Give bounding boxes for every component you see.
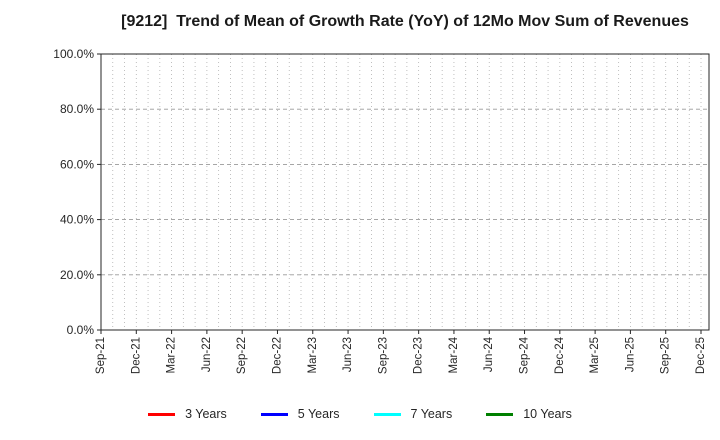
y-tick-label: 20.0% [60,268,94,282]
x-tick-label: Dec-23 [413,337,425,374]
y-tick-label: 0.0% [67,323,95,337]
x-tick-label: Dec-22 [271,337,283,374]
x-tick-label: Dec-25 [695,337,707,374]
y-tick-label: 100.0% [53,47,94,61]
x-tick-label: Mar-24 [448,336,460,373]
x-tick-label: Mar-25 [589,337,601,373]
y-tick-label: 80.0% [60,102,94,116]
legend-item: 7 Years [373,406,453,421]
legend-line-swatch [486,412,514,416]
x-tick-label: Dec-21 [130,337,142,374]
legend-label: 3 Years [185,406,227,421]
x-tick-label: Sep-25 [660,337,672,374]
legend-line-swatch [148,412,176,416]
x-tick-label: Dec-24 [554,336,566,374]
x-tick-label: Jun-22 [201,337,213,372]
legend-label: 5 Years [297,406,340,421]
y-tick-label: 40.0% [60,213,94,227]
legend-item: 10 Years [486,408,572,421]
x-tick-label: Mar-23 [307,337,319,373]
x-tick-label: Jun-23 [342,337,354,372]
legend-line-swatch [260,412,288,416]
legend-label: 10 Years [523,406,572,421]
x-tick-label: Sep-23 [377,337,389,374]
x-tick-label: Sep-21 [95,337,107,374]
chart-title: [9212] Trend of Mean of Growth Rate (YoY… [121,13,689,30]
legend-item: 3 Years [148,408,227,421]
legend-line-swatch [373,412,401,416]
x-tick-label: Jun-25 [624,337,636,372]
x-tick-label: Sep-22 [236,337,248,374]
y-tick-label: 60.0% [60,157,94,171]
axes-spine [100,53,710,331]
x-tick-label: Jun-24 [483,336,495,372]
legend-item: 5 Years [260,406,340,421]
legend: 3 Years 5 Years 7 Years 10 Years [0,404,720,424]
x-tick-label: Mar-22 [166,337,178,373]
x-tick-label: Sep-24 [519,336,531,374]
legend-label: 7 Years [410,406,453,421]
